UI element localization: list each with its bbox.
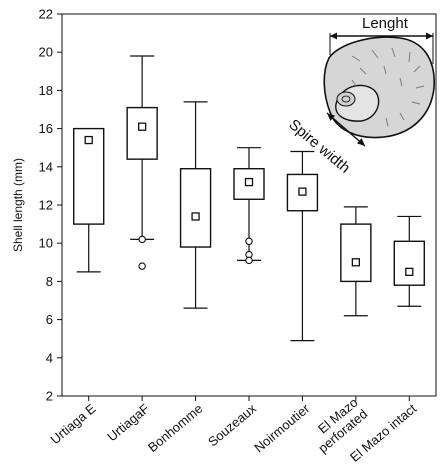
mean-marker (84, 135, 93, 145)
outlier-point (138, 262, 146, 270)
y-axis: 2 4 6 8 10 12 14 16 18 20 22 (39, 7, 62, 404)
y-axis-title: Shell length (mm) (11, 158, 25, 252)
mean-marker (137, 122, 147, 131)
length-arrow-right-head (426, 32, 433, 40)
length-arrow-left-head (330, 32, 337, 40)
box-iqr (179, 168, 212, 248)
y-tick-label: 10 (39, 236, 53, 251)
box-group (286, 150, 319, 342)
box-iqr (393, 240, 425, 286)
spire-width-arrow-head-b (357, 138, 365, 146)
box-iqr (73, 127, 105, 225)
box-group (340, 206, 372, 317)
x-category-label: Souzeaux (205, 400, 259, 449)
y-tick-label: 22 (39, 7, 53, 22)
spire-width-arrow-head-a (327, 113, 335, 121)
mean-marker (405, 267, 414, 277)
x-category-label-line: Bonhomme (145, 401, 206, 455)
y-tick-label: 4 (46, 350, 53, 365)
y-tick-label: 16 (39, 121, 53, 136)
spire-width-arrow (326, 112, 366, 147)
box-group (393, 215, 425, 307)
length-label: Lenght (362, 15, 409, 32)
outlier-point (245, 256, 253, 265)
y-tick-label: 14 (39, 159, 53, 174)
box-group (73, 127, 105, 273)
box-group (179, 101, 212, 309)
x-category-label-line: Urtiaga E (47, 401, 98, 448)
mean-marker (244, 177, 254, 187)
x-category-label: UrtiagaF (104, 401, 152, 445)
mean-marker (298, 187, 307, 196)
box-group (126, 55, 158, 270)
y-tick-label: 2 (46, 389, 53, 404)
x-category-label: Urtiaga E (47, 401, 98, 448)
x-category-label-line: UrtiagaF (104, 401, 152, 445)
box-group (233, 147, 265, 265)
shell-apex-inner (341, 95, 351, 103)
shell-apex (336, 91, 356, 107)
shell-texture (351, 47, 425, 127)
outlier-point (245, 237, 253, 246)
y-tick-label: 20 (39, 45, 53, 60)
y-tick-label: 6 (46, 312, 53, 327)
box-iqr (340, 223, 372, 283)
mean-marker (351, 258, 361, 267)
mean-marker (191, 212, 200, 221)
y-tick-label: 12 (39, 198, 53, 213)
x-category-label-line: Souzeaux (205, 400, 259, 449)
x-category-label: Noirmoutier (251, 400, 313, 455)
box-iqr (126, 106, 158, 160)
y-tick-label: 18 (39, 83, 53, 98)
x-category-label-line: Noirmoutier (251, 400, 313, 455)
outlier-point (138, 235, 146, 244)
box-series (73, 55, 425, 401)
x-category-label: Bonhomme (145, 401, 206, 455)
y-tick-label: 8 (46, 274, 53, 289)
shell-illustration: Lenght Spire width (285, 15, 435, 177)
